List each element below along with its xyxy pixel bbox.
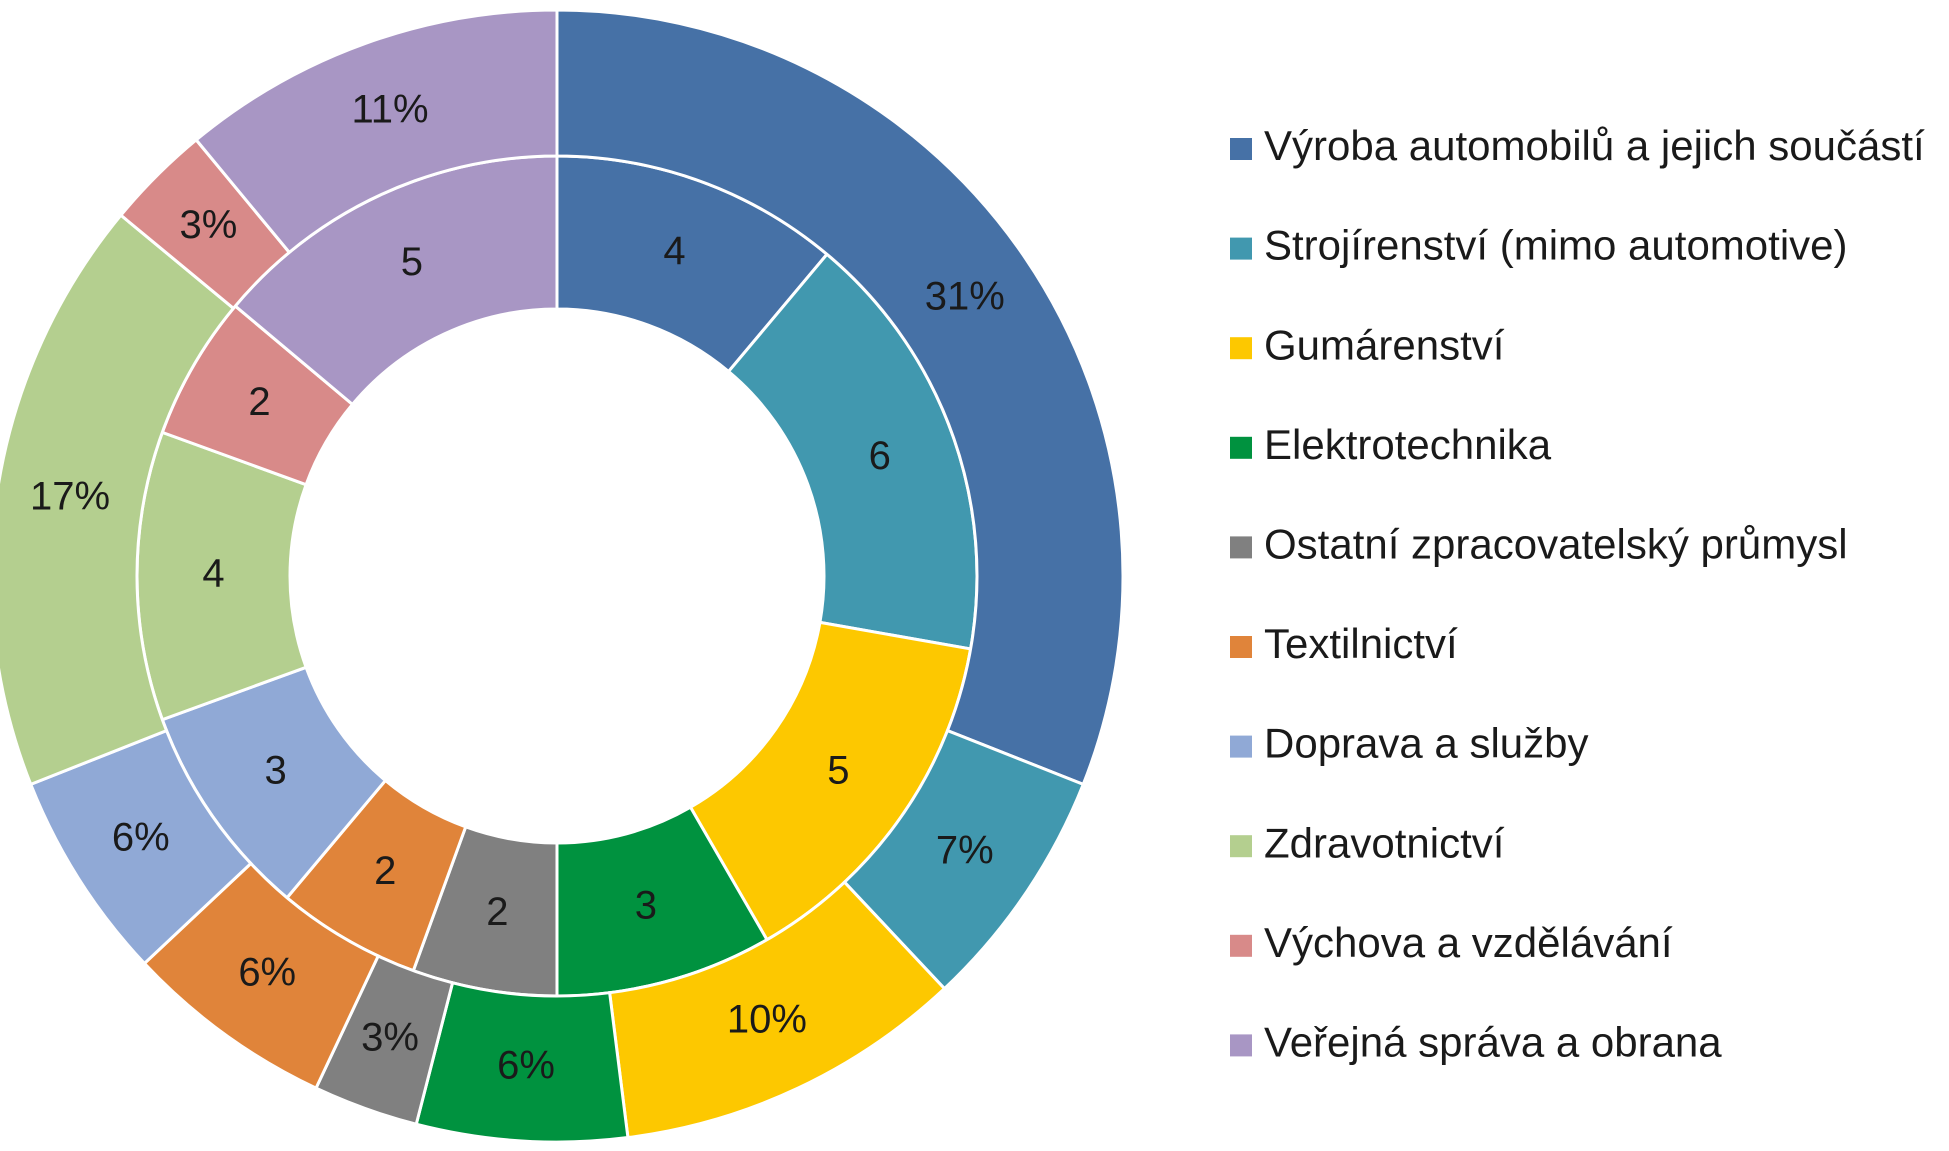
- legend-label: Elektrotechnika: [1264, 421, 1552, 468]
- legend-label: Výchova a vzdělávání: [1264, 919, 1673, 966]
- data-label: 3%: [361, 1015, 419, 1059]
- legend-label: Veřejná správa a obrana: [1264, 1018, 1722, 1065]
- data-label: 3: [264, 749, 286, 793]
- legend-swatch: [1230, 934, 1252, 957]
- legend-label: Strojírenství (mimo automotive): [1264, 222, 1848, 269]
- data-label: 17%: [30, 474, 110, 518]
- data-label: 5: [401, 240, 423, 284]
- data-label: 6%: [238, 950, 296, 994]
- doughnut-segment: [194, 8, 559, 255]
- data-label: 31%: [925, 274, 1005, 318]
- data-label: 2: [248, 380, 270, 424]
- data-label: 6: [869, 434, 891, 478]
- legend-label: Doprava a služby: [1264, 720, 1589, 767]
- legend-swatch: [1230, 1034, 1252, 1057]
- legend-label: Zdravotnictví: [1264, 819, 1505, 866]
- legend-swatch: [1230, 835, 1252, 858]
- data-label: 3: [635, 883, 657, 927]
- data-label: 3%: [179, 203, 237, 247]
- legend-swatch: [1230, 436, 1252, 459]
- legend-swatch: [1230, 138, 1252, 160]
- legend-swatch: [1230, 536, 1252, 559]
- legend-swatch: [1230, 735, 1252, 758]
- doughnut-segment: [555, 8, 1125, 787]
- data-label: 7%: [936, 829, 994, 873]
- legend-swatch: [1230, 237, 1252, 260]
- legend-label: Ostatní zpracovatelský průmysl: [1264, 520, 1848, 567]
- data-label: 10%: [727, 998, 807, 1042]
- data-label: 4: [202, 552, 224, 596]
- legend-swatch: [1230, 636, 1252, 658]
- data-label: 6%: [112, 816, 170, 860]
- data-label: 2: [486, 890, 508, 934]
- data-label: 11%: [351, 88, 428, 132]
- legend-swatch: [1230, 337, 1252, 360]
- data-label: 4: [663, 229, 685, 273]
- legend-label: Textilnictví: [1264, 620, 1458, 667]
- legend-label: Gumárenství: [1264, 321, 1505, 368]
- data-label: 2: [374, 849, 396, 893]
- data-label: 6%: [497, 1044, 555, 1088]
- data-label: 5: [827, 749, 849, 793]
- legend-label: Výroba automobilů a jejich součástí: [1264, 122, 1925, 169]
